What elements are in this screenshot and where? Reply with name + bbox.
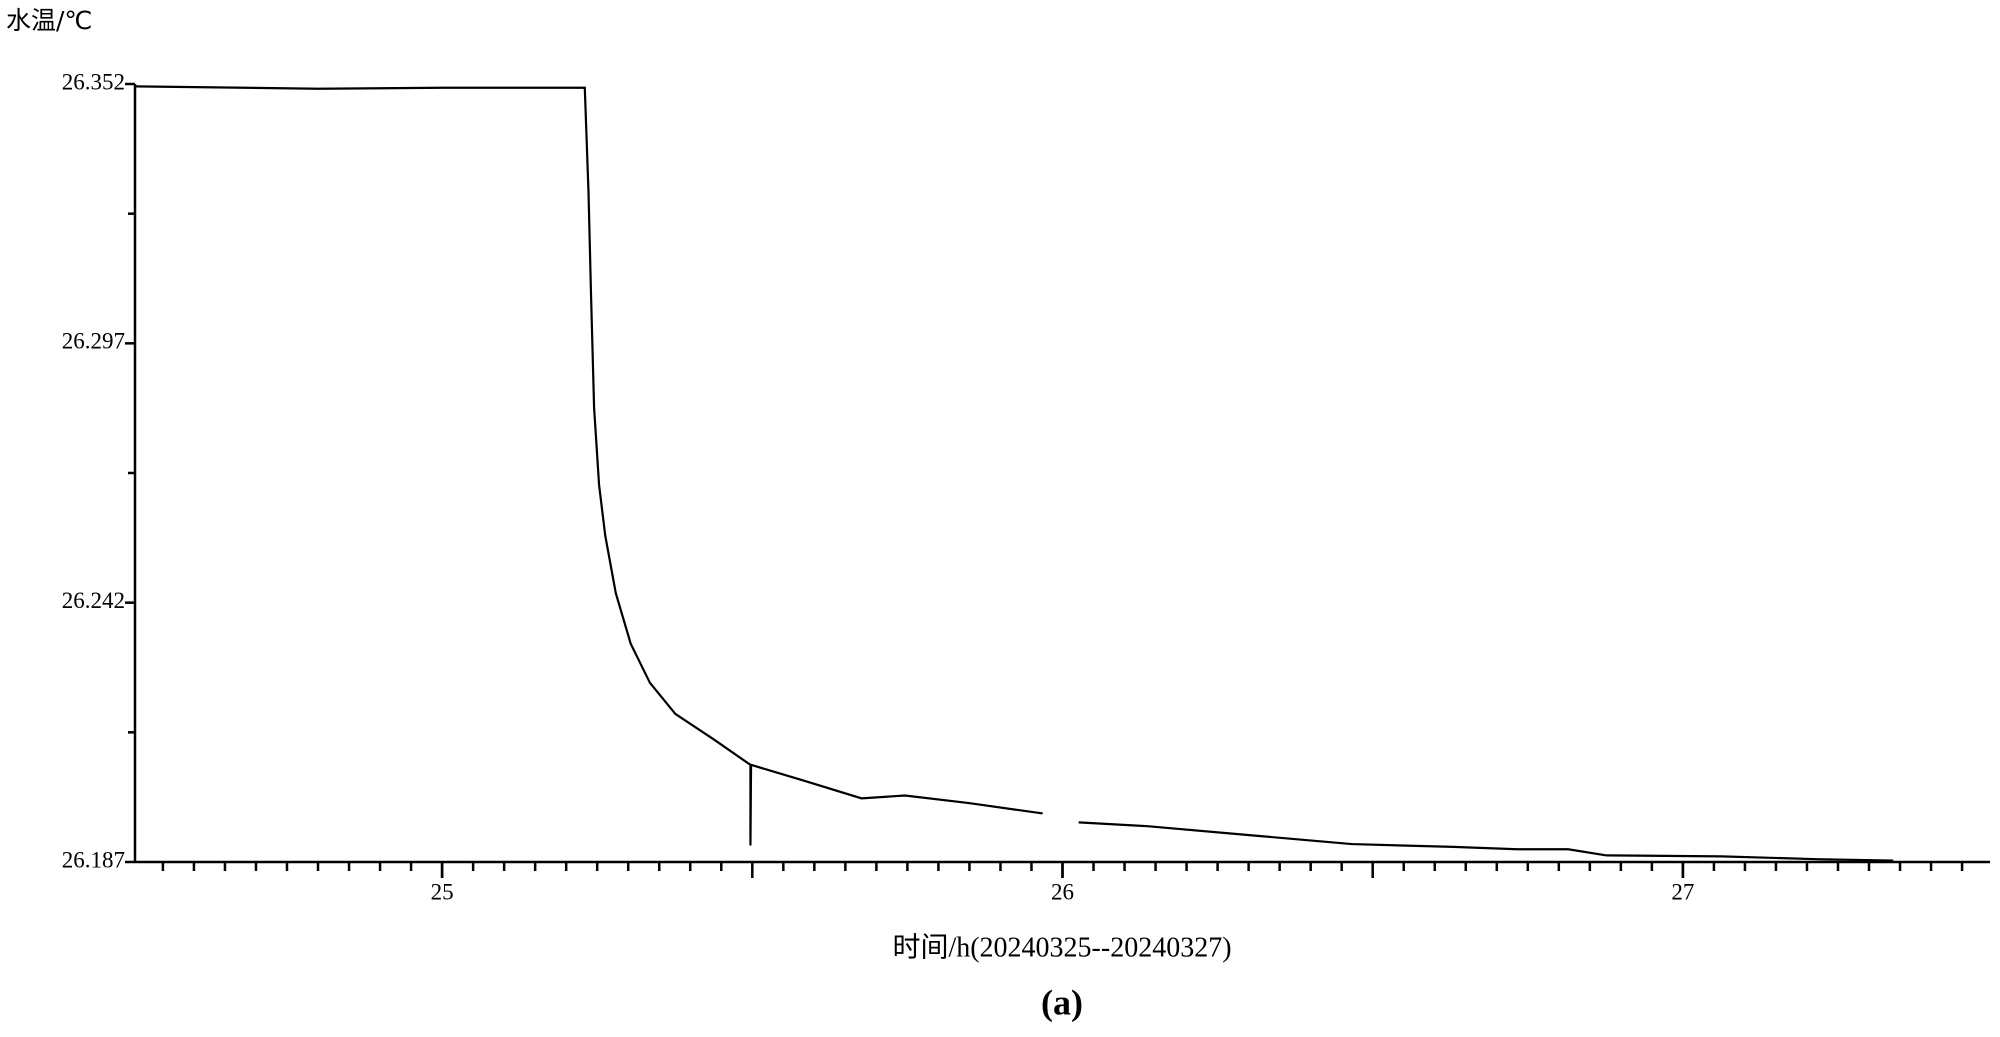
data-line [134,85,1894,862]
y-tick-label: 26.297 [62,329,125,354]
y-tick-label: 26.242 [62,588,125,613]
y-axis-label: 水温/℃ [6,6,93,35]
y-tick-label: 26.352 [62,69,125,94]
x-axis-label: 时间/h(20240325--20240327) [892,931,1231,963]
x-tick-label: 25 [431,879,454,904]
caption: (a) [1041,982,1083,1022]
y-tick-label: 26.187 [62,847,125,872]
x-tick-label: 27 [1671,879,1694,904]
x-tick-label: 26 [1051,879,1074,904]
